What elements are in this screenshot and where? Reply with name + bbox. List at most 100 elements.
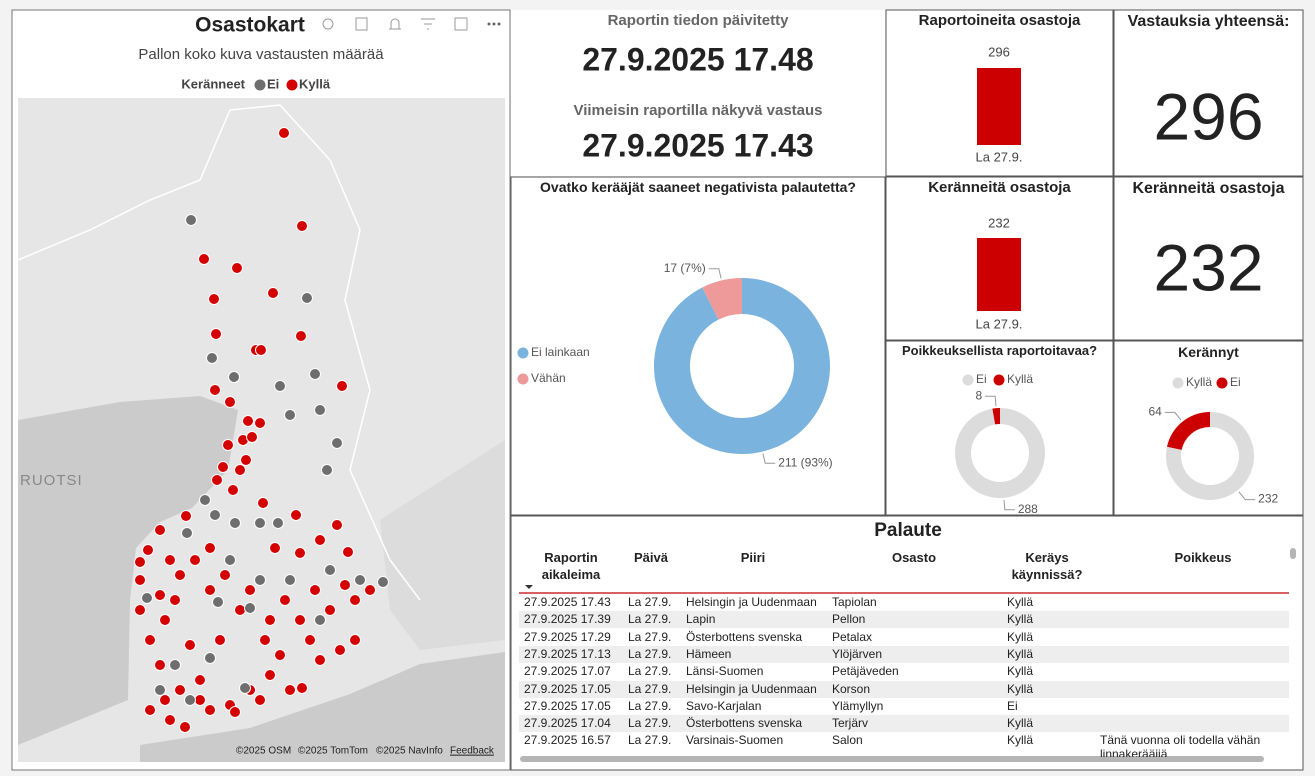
- map-dot: [336, 380, 348, 392]
- scrollbar-h[interactable]: [520, 756, 1264, 762]
- map-dot: [309, 368, 321, 380]
- map-dot: [296, 220, 308, 232]
- table-cell: Österbottens svenska: [686, 629, 803, 644]
- table-row: 27.9.2025 16.57 La 27.9. Varsinais-Suomen S…: [519, 732, 1289, 757]
- table-cell: Kyllä: [1007, 664, 1034, 679]
- table-cell: Ei: [1007, 698, 1018, 713]
- leader-line: [762, 453, 776, 464]
- map-dot: [180, 510, 192, 522]
- table-cell: La 27.9.: [628, 681, 672, 696]
- legend-label: Kyllä: [1186, 375, 1212, 389]
- leader-line: [1003, 499, 1015, 511]
- map-feedback[interactable]: Feedback: [450, 746, 495, 757]
- donut-slice: [992, 408, 1000, 425]
- map-dot: [324, 564, 336, 576]
- legend-marker: [962, 374, 974, 386]
- map-dot: [154, 589, 166, 601]
- map: [18, 98, 505, 762]
- map-dot: [184, 639, 196, 651]
- map-sea: [140, 652, 505, 762]
- map-dot: [159, 614, 171, 626]
- map-dot: [278, 127, 290, 139]
- table-cell: Helsingin ja Uudenmaan: [686, 681, 817, 696]
- map-dot: [194, 674, 206, 686]
- map-dot: [194, 694, 206, 706]
- pin-icon[interactable]: [322, 18, 334, 30]
- card-title: Keränneitä osastoja: [1132, 180, 1285, 197]
- map-dot: [204, 584, 216, 596]
- map-dot: [274, 380, 286, 392]
- map-dot: [244, 584, 256, 596]
- map-dot: [314, 404, 326, 416]
- table-cell: 27.9.2025 17.07: [524, 664, 611, 679]
- scrollbar-v[interactable]: [1290, 548, 1296, 559]
- map-attribution: ©2025 TomTom: [298, 746, 368, 757]
- map-dot: [321, 464, 333, 476]
- map-dot: [349, 594, 361, 606]
- map-dot: [198, 253, 210, 265]
- map-dot: [206, 352, 218, 364]
- map-legend-label: Kyllä: [299, 76, 331, 91]
- map-dot: [257, 497, 269, 509]
- map-dot: [134, 556, 146, 568]
- map-dot: [314, 614, 326, 626]
- data-label: 17 (7%): [664, 261, 706, 275]
- donut-slice: [654, 277, 831, 455]
- table-cell: Kyllä: [1007, 733, 1034, 748]
- table-cell: Tänä vuonna oli todella vähän linnakerää…: [1100, 733, 1261, 757]
- table-cell: Kyllä: [1007, 716, 1034, 731]
- map-dot: [199, 494, 211, 506]
- map-dot: [246, 431, 258, 443]
- chart-title: Poikkeuksellista raportoitavaa?: [901, 343, 1098, 358]
- info-label: Raportin tiedon päivitetty: [608, 12, 790, 29]
- map-dot: [295, 330, 307, 342]
- leader-line: [985, 395, 997, 407]
- map-dot: [141, 592, 153, 604]
- map-dot: [217, 461, 229, 473]
- table-cell: Lapin: [686, 612, 716, 627]
- table-cell: 27.9.2025 17.29: [524, 629, 611, 644]
- table-cell: La 27.9.: [628, 629, 672, 644]
- map-dot: [254, 517, 266, 529]
- map-dot: [314, 534, 326, 546]
- expand-icon[interactable]: [454, 17, 468, 31]
- legend-marker: [517, 347, 529, 359]
- map-dot: [331, 437, 343, 449]
- table-cell: Savo-Karjalan: [686, 698, 762, 713]
- more-icon[interactable]: [487, 22, 501, 26]
- bell-icon[interactable]: [389, 18, 401, 30]
- map-dot: [264, 614, 276, 626]
- map-dot: [214, 634, 226, 646]
- map-dot: [342, 546, 354, 558]
- filter-icon[interactable]: [421, 18, 435, 30]
- copy-icon[interactable]: [355, 17, 368, 31]
- column-header: Keräys käynnissä?: [1011, 550, 1083, 582]
- map-dot: [174, 684, 186, 696]
- map-dot: [144, 634, 156, 646]
- table-cell: 27.9.2025 17.13: [524, 646, 611, 661]
- table-row: 27.9.2025 17.43 La 27.9. Helsingin ja Uude…: [519, 594, 1289, 611]
- table-row: 27.9.2025 17.13 La 27.9. Hämeen Ylöjärven Ky…: [519, 645, 1289, 663]
- map-dot: [354, 574, 366, 586]
- map-dot: [274, 649, 286, 661]
- column-header: Päivä: [634, 550, 668, 565]
- map-dot: [309, 584, 321, 596]
- map-dot: [227, 484, 239, 496]
- map-dot: [272, 517, 284, 529]
- table-cell: La 27.9.: [628, 716, 672, 731]
- info-label: Viimeisin raportilla näkyvä vastaus: [573, 102, 822, 119]
- map-dot: [314, 654, 326, 666]
- map-dot: [154, 524, 166, 536]
- table-row: 27.9.2025 17.39 La 27.9. Lapin Pellon Kyllä: [519, 611, 1289, 629]
- map-dot: [334, 644, 346, 656]
- map-dot: [159, 694, 171, 706]
- panel: [1113, 176, 1304, 341]
- card-value: 232: [1153, 230, 1263, 304]
- data-label: 232: [988, 215, 1010, 230]
- table-cell: 27.9.2025 17.43: [524, 595, 611, 609]
- map-dot: [296, 682, 308, 694]
- card-value: 296: [1153, 79, 1263, 153]
- map-dot: [279, 594, 291, 606]
